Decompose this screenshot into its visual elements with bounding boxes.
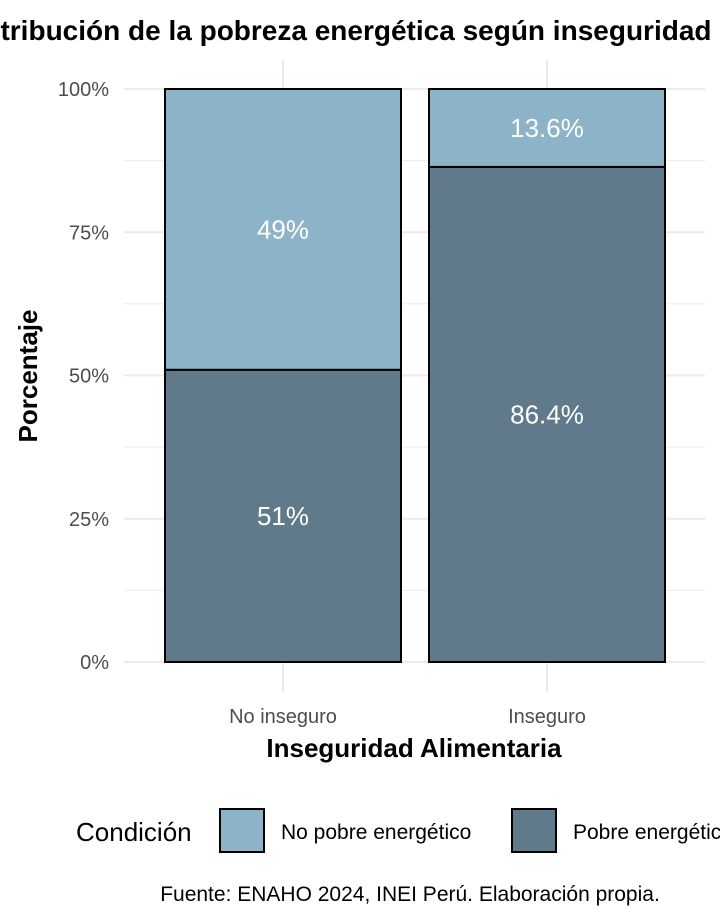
legend-key <box>511 808 557 853</box>
bars <box>164 88 666 663</box>
y-axis-title: Porcentaje <box>13 310 43 443</box>
y-tick-label: 50% <box>69 366 109 388</box>
bar-segment <box>164 368 402 663</box>
y-tick-label: 0% <box>80 652 109 674</box>
data-labels: 51% 49% 86.4% 13.6% <box>257 113 584 531</box>
chart-title: Distribución de la pobreza energética se… <box>0 15 720 46</box>
y-tick-label: 100% <box>58 79 109 101</box>
y-tick-label: 25% <box>69 509 109 531</box>
legend-label: Pobre energético <box>573 821 720 844</box>
x-tick-label: No inseguro <box>229 706 337 728</box>
x-axis-title: Inseguridad Alimentaria <box>266 733 562 763</box>
bar-segment <box>428 165 666 663</box>
data-label: 49% <box>257 214 309 244</box>
data-label: 51% <box>257 501 309 531</box>
x-tick-label: Inseguro <box>508 706 586 728</box>
bar-segment <box>428 88 666 168</box>
bar-segment <box>164 88 402 371</box>
caption: Fuente: ENAHO 2024, INEI Perú. Elaboraci… <box>160 883 660 906</box>
y-tick-label: 75% <box>69 222 109 244</box>
data-label: 86.4% <box>510 399 584 429</box>
legend-title: Condición <box>76 817 192 847</box>
legend-label: No pobre energético <box>281 821 471 844</box>
legend-key <box>219 808 265 853</box>
legend: Condición No pobre energético Pobre energ… <box>76 808 720 853</box>
axes: 0% 25% 50% 75% 100% No inseguro Inseguro <box>58 79 586 728</box>
data-label: 13.6% <box>510 113 584 143</box>
